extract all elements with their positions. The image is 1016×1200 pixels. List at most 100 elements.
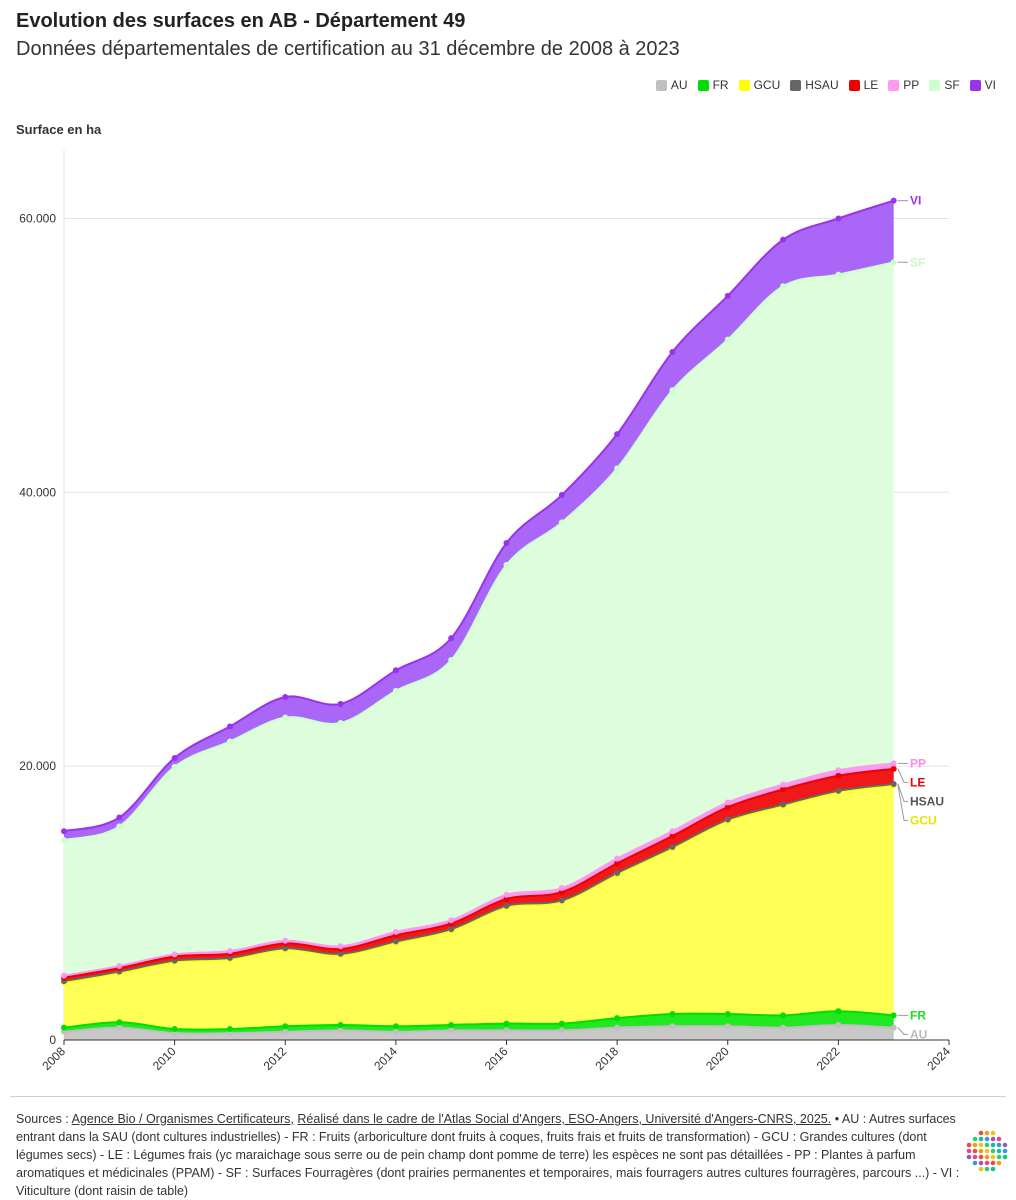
chart-subtitle: Données départementales de certification… (16, 38, 680, 60)
point-au (226, 1030, 233, 1037)
logo-dot (990, 1142, 996, 1148)
logo-dot (972, 1136, 978, 1142)
end-label-vi: VI (910, 194, 921, 208)
point-sf (337, 720, 344, 727)
point-fr (669, 1010, 676, 1017)
legend-swatch (848, 79, 860, 91)
point-le (503, 895, 510, 902)
point-fr (614, 1015, 621, 1022)
logo-dot (984, 1160, 990, 1166)
legend-item-le[interactable]: LE (848, 78, 878, 92)
point-hsau (282, 945, 289, 952)
area-le (64, 768, 894, 982)
legend-label: GCU (753, 78, 781, 92)
point-hsau (337, 950, 344, 957)
legend-item-gcu[interactable]: GCU (738, 78, 781, 92)
point-au (61, 1028, 67, 1035)
point-sf (448, 657, 455, 664)
end-label-connector (897, 784, 908, 821)
legend-item-vi[interactable]: VI (969, 78, 996, 92)
point-le (724, 804, 731, 811)
line-fr (63, 1010, 894, 1031)
point-pp (61, 972, 67, 979)
logo-dot (972, 1154, 978, 1160)
point-au (558, 1027, 565, 1034)
point-vi (669, 348, 676, 355)
chart-title: Evolution des surfaces en AB - Départeme… (16, 10, 466, 32)
point-vi (780, 236, 787, 243)
point-pp (724, 799, 731, 806)
point-vi (724, 292, 731, 299)
end-label-connector (897, 783, 908, 802)
logo-dot (1002, 1142, 1008, 1148)
point-au (337, 1027, 344, 1034)
point-pp (282, 937, 289, 944)
point-le (669, 832, 676, 839)
point-fr (226, 1026, 233, 1033)
logo-dot (978, 1166, 984, 1172)
logo-dot (972, 1142, 978, 1148)
point-pp (780, 781, 787, 788)
point-vi (558, 492, 565, 499)
point-vi (392, 667, 399, 674)
point-sf (392, 687, 399, 694)
y-tick-label: 60.000 (19, 211, 56, 225)
point-fr (448, 1021, 455, 1028)
line-gcu (63, 784, 894, 984)
point-fr (337, 1021, 344, 1028)
logo-dot (984, 1142, 990, 1148)
line-hsau (63, 782, 894, 983)
point-fr (61, 1024, 67, 1031)
area-au (64, 1024, 894, 1040)
point-vi (503, 539, 510, 546)
end-label-pp: PP (910, 756, 926, 770)
point-le (890, 765, 897, 772)
point-fr (780, 1012, 787, 1019)
sources-label: Sources : (16, 1112, 72, 1126)
area-layer (64, 200, 894, 1040)
legend-item-pp[interactable]: PP (888, 78, 919, 92)
end-label-connector (897, 1027, 908, 1035)
point-sf (558, 519, 565, 526)
point-pp (448, 917, 455, 924)
point-au (282, 1028, 289, 1035)
point-le (558, 889, 565, 896)
point-sf (780, 283, 787, 290)
logo-dot (984, 1130, 990, 1136)
legend-item-hsau[interactable]: HSAU (790, 78, 839, 92)
point-pp (171, 951, 178, 958)
point-layer (61, 197, 897, 1037)
x-tick-label: 2020 (703, 1044, 732, 1073)
point-sf (724, 336, 731, 343)
legend-item-au[interactable]: AU (655, 78, 688, 92)
logo-dot (984, 1136, 990, 1142)
point-au (503, 1027, 510, 1034)
legend: AU FR GCU HSAU LE PP SF VI (655, 78, 996, 92)
point-sf (669, 387, 676, 394)
logo-dot (990, 1148, 996, 1154)
point-pp (558, 885, 565, 892)
point-vi (448, 635, 455, 642)
logo-dot (1002, 1154, 1008, 1160)
point-hsau (835, 787, 842, 794)
point-sf (614, 465, 621, 472)
footer-notes: Sources : Agence Bio / Organismes Certif… (16, 1110, 961, 1200)
end-label-fr: FR (910, 1008, 926, 1022)
source-link-agence-bio[interactable]: Agence Bio / Organismes Certificateurs, (71, 1112, 294, 1126)
source-link-atlas[interactable]: Réalisé dans le cadre de l'Atlas Social … (297, 1112, 832, 1126)
logo-dot (966, 1148, 972, 1154)
legend-label: FR (712, 78, 729, 92)
point-hsau (890, 780, 897, 787)
legend-item-sf[interactable]: SF (929, 78, 960, 92)
point-sf (503, 561, 510, 568)
point-hsau (558, 897, 565, 904)
footer-definitions: • AU : Autres surfaces entrant dans la S… (16, 1112, 960, 1198)
point-le (835, 772, 842, 779)
point-hsau (171, 957, 178, 964)
point-sf (890, 259, 897, 266)
legend-item-fr[interactable]: FR (697, 78, 729, 92)
point-pp (226, 948, 233, 954)
point-pp (116, 963, 123, 970)
end-label-gcu: GCU (910, 813, 937, 827)
logo-dot (996, 1148, 1002, 1154)
